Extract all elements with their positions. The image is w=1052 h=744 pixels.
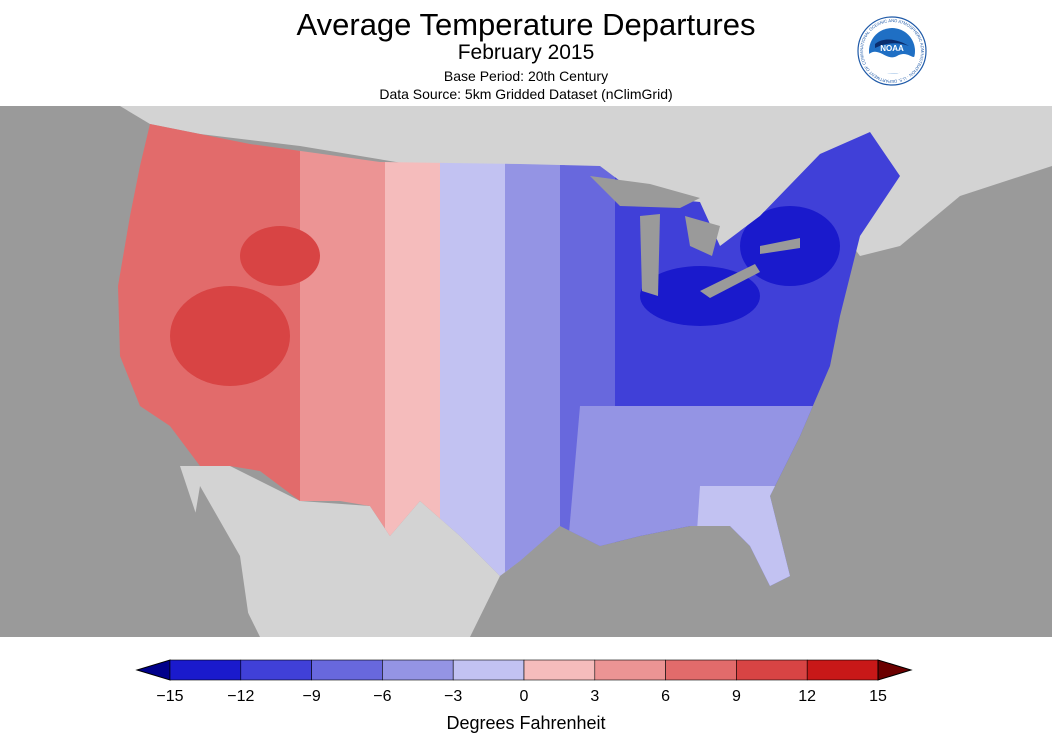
legend-bar — [135, 659, 913, 681]
legend-swatch — [806, 659, 879, 681]
legend-swatch — [240, 659, 312, 681]
legend-swatch — [736, 659, 808, 681]
gulf-of-california — [195, 486, 250, 637]
legend-swatch — [523, 659, 596, 681]
temperature-map — [0, 106, 1052, 637]
legend-tick-label: −9 — [302, 688, 321, 705]
lake-erie — [700, 264, 760, 298]
logo-text: NOAA — [880, 44, 904, 53]
noaa-logo: NOAA NATIONAL OCEANIC AND ATMOSPHERIC AD… — [857, 16, 927, 86]
legend-swatch — [665, 659, 737, 681]
legend-tick-label: 6 — [661, 688, 671, 705]
legend-swatch — [311, 659, 383, 681]
mexico — [180, 466, 500, 637]
warmest-great-basin — [170, 286, 290, 386]
color-legend: −15 −12 −9 −6 −3 0 3 6 9 12 15 Degrees Fahrenheit — [0, 650, 1052, 744]
header: Average Temperature Departures February … — [0, 0, 1052, 106]
lake-superior — [590, 176, 700, 208]
warmest-rockies — [240, 226, 320, 286]
legend-tick-label: 0 — [519, 688, 529, 705]
legend-tick-label: 12 — [798, 688, 817, 705]
cool-midwest — [505, 124, 565, 586]
legend-tick-label: −12 — [227, 688, 255, 705]
legend-low-arrow — [135, 659, 171, 681]
map-subtitle: February 2015 — [457, 41, 595, 64]
legend-tick-label: −3 — [444, 688, 463, 705]
legend-swatch — [452, 659, 525, 681]
legend-tick-label: −6 — [373, 688, 392, 705]
legend-tick-label: 3 — [590, 688, 600, 705]
legend-title: Degrees Fahrenheit — [446, 713, 606, 733]
lake-michigan — [640, 214, 660, 296]
legend-swatch — [169, 659, 242, 681]
legend-tick-label: −15 — [156, 688, 184, 705]
legend-swatch — [382, 659, 454, 681]
legend-tick-label: 9 — [731, 688, 741, 705]
base-period: Base Period: 20th Century — [443, 68, 609, 84]
legend-swatch — [594, 659, 666, 681]
legend-high-arrow — [877, 659, 913, 681]
lake-ontario — [760, 238, 800, 254]
lake-huron — [685, 216, 720, 256]
data-source: Data Source: 5km Gridded Dataset (nClimG… — [379, 86, 673, 102]
near-average-plains — [440, 124, 510, 586]
legend-tick-label: 15 — [869, 688, 887, 705]
map-title: Average Temperature Departures — [296, 7, 756, 42]
